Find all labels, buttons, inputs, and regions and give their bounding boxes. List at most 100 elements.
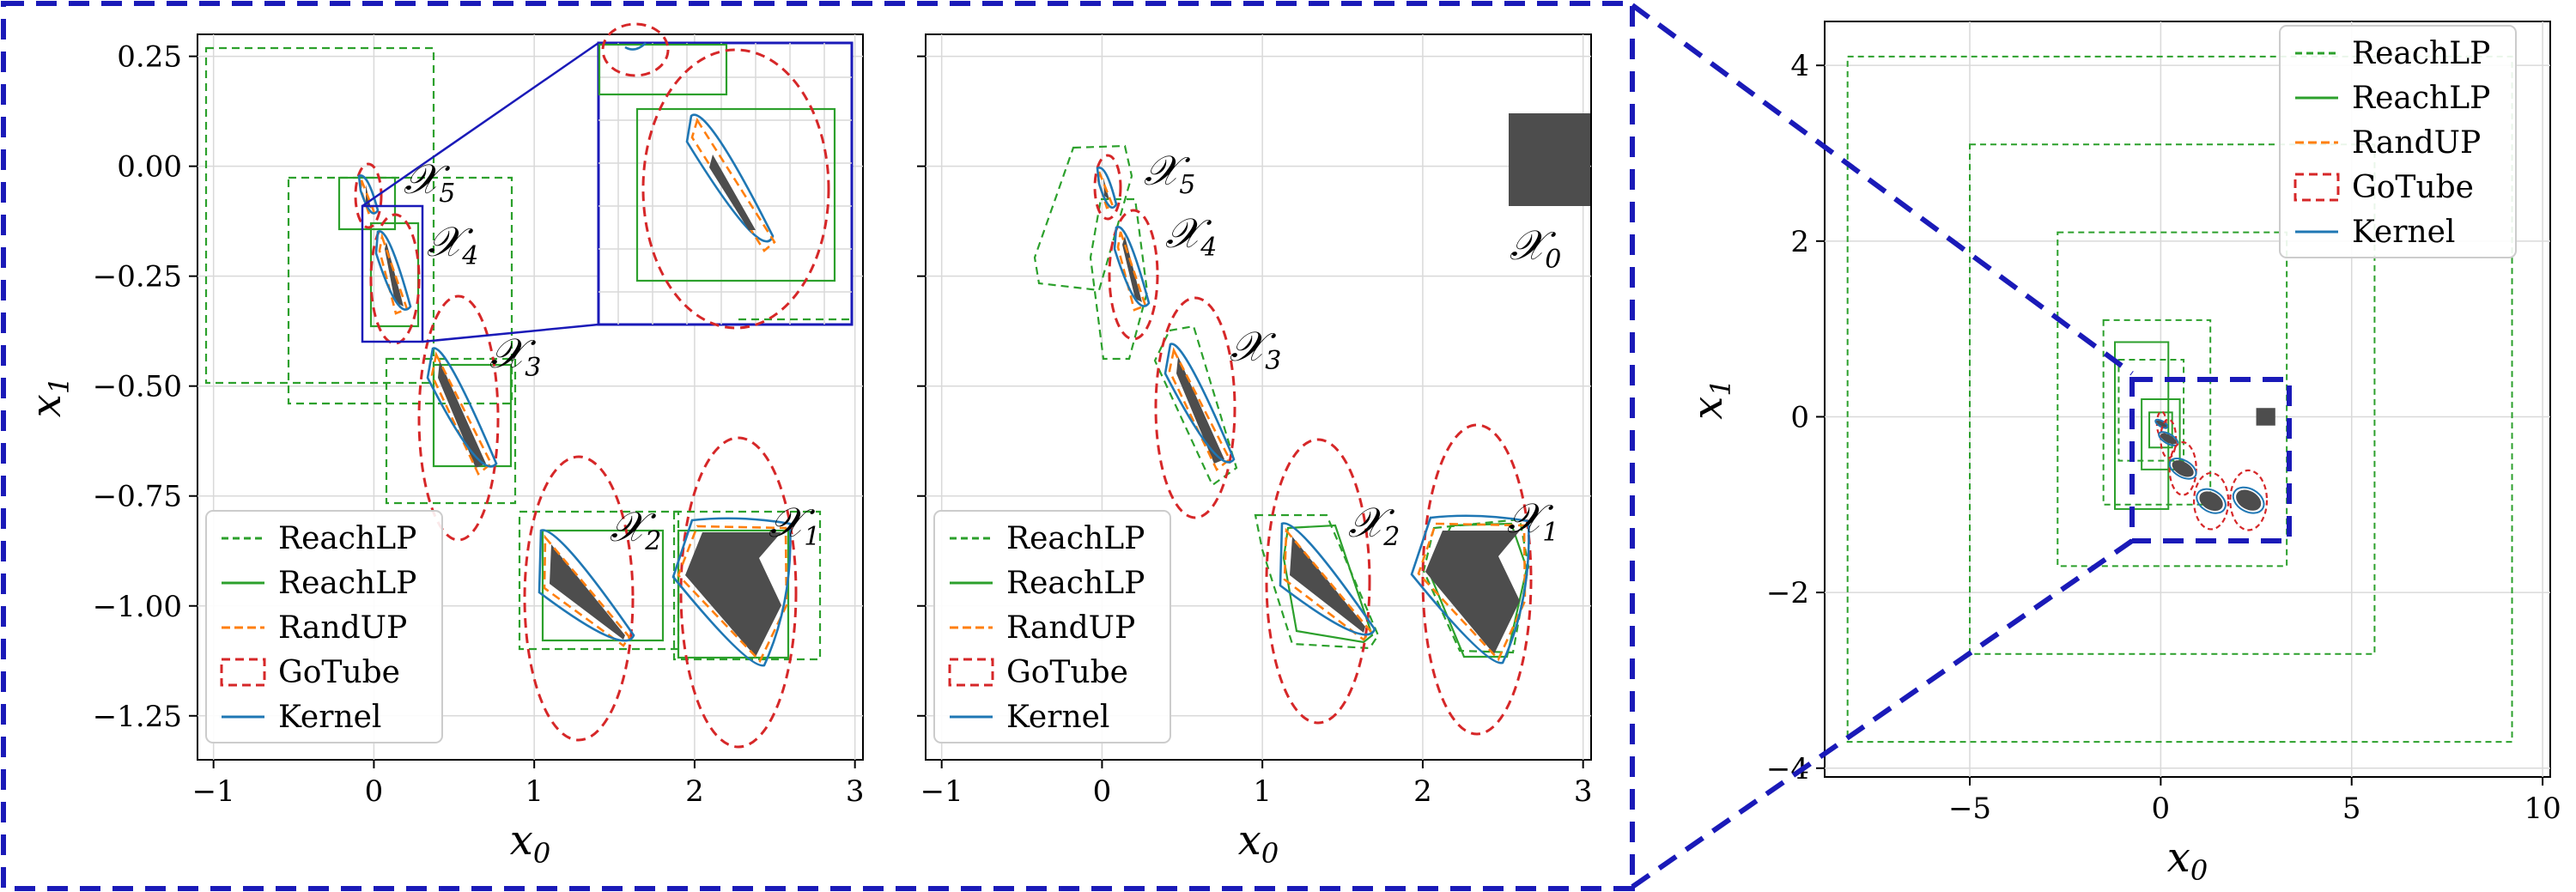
set-label-x4: 𝒳4 — [1165, 209, 1217, 263]
middle-panel: 𝒳5 𝒳4 𝒳3 𝒳2 𝒳1 𝒳0 ReachLPReachLPRandUPGo… — [917, 33, 1593, 870]
reachlp-solid-box — [2141, 398, 2181, 470]
legend-label: ReachLP — [278, 521, 416, 556]
reachlp-dashed-polygon-x4 — [1033, 144, 1133, 292]
legend-label: GoTube — [2352, 170, 2474, 205]
legend-label: Kernel — [278, 700, 381, 735]
x-tick-label: 10 — [2524, 792, 2561, 826]
y-tick-label: 2 — [1790, 225, 1809, 259]
reachlp-solid-box — [677, 529, 790, 659]
kernel-contour-mini — [2196, 488, 2227, 514]
reachable-set-x4 — [385, 242, 404, 306]
y-tick-label: 4 — [1790, 49, 1809, 83]
legend-box — [205, 510, 443, 743]
kernel-contour-x4 — [374, 230, 412, 311]
x-tick-label: 5 — [2342, 792, 2361, 826]
reachlp-box-1 — [1846, 55, 2513, 743]
inset-gotube-ellipse-x4 — [641, 48, 830, 330]
right-legend: ReachLP ReachLP RandUP GoTube Kernel — [2279, 25, 2517, 258]
kernel-contour-x2 — [538, 529, 635, 642]
x-tick-label: 0 — [1093, 774, 1112, 809]
set-label-x5: 𝒳5 — [1144, 147, 1195, 200]
randup-hull-x2 — [1283, 527, 1372, 641]
legend-swatch — [2293, 173, 2340, 202]
inset-connector-line — [361, 41, 599, 208]
x-tick-label: 2 — [1413, 774, 1432, 809]
reachlp-solid-box — [2114, 341, 2170, 510]
left-axes: −1 0 1 2 3 0.25 0.00 −0.25 −0.50 −0.75 −1.00 −1.25 x… — [22, 40, 864, 870]
kernel-contour-x2 — [1279, 522, 1376, 636]
y-axis-label: x1 — [22, 377, 76, 417]
kernel-contour-x3 — [426, 347, 498, 468]
inset-grid — [598, 43, 852, 325]
reachlp-dashed-polygon-x3b — [1153, 325, 1238, 487]
legend-label: GoTube — [1006, 655, 1128, 690]
reachable-set-x2 — [550, 544, 625, 640]
left-set-labels: 𝒳5 𝒳4 𝒳3 𝒳2 𝒳1 — [404, 155, 820, 556]
zoom-connector-top — [1631, 3, 2134, 376]
randup-hull-x4 — [378, 232, 409, 315]
x-tick-label: −1 — [920, 774, 963, 809]
inset-kernel-contour-x5 — [624, 42, 647, 51]
legend-label: RandUP — [278, 610, 407, 646]
legend-swatch — [220, 658, 266, 687]
zoom-annotation — [1, 1, 2292, 891]
inset-source-box — [361, 204, 424, 343]
inset-reachlp-solid-box — [598, 43, 728, 96]
kernel-contour-x5 — [1096, 167, 1118, 209]
legend-label: GoTube — [278, 655, 400, 690]
x-tick-label: 1 — [525, 774, 544, 809]
randup-hull-x3 — [430, 351, 493, 476]
legend-box — [933, 510, 1171, 743]
randup-hull-x2 — [543, 534, 631, 647]
x-tick-label: −5 — [1948, 792, 1991, 826]
inset-connector-line — [422, 323, 599, 343]
gotube-ellipse-mini — [2168, 441, 2197, 496]
x-axis-label: x0 — [2167, 834, 2208, 887]
gotube-ellipse-x5 — [1093, 154, 1122, 221]
x-tick-label: 3 — [1574, 774, 1593, 809]
x-tick-label: 0 — [365, 774, 384, 809]
randup-hull-x3 — [1168, 347, 1231, 472]
initial-set-x0 — [2256, 408, 2275, 426]
zoom-overview-box — [1, 1, 1635, 891]
kernel-contour-mini — [2154, 418, 2169, 429]
gotube-ellipse-x3 — [1154, 296, 1236, 519]
reachlp-dashed-box — [672, 510, 822, 661]
zoom-region-box — [2129, 377, 2292, 543]
legend-label: RandUP — [2352, 125, 2481, 161]
y-axis-label: x1 — [1684, 379, 1737, 419]
kernel-contour-x4 — [1113, 225, 1151, 307]
reachlp-box-2 — [1969, 143, 2376, 655]
reachlp-box-4 — [2102, 319, 2212, 506]
reachlp-box-5 — [2117, 358, 2185, 462]
x-tick-label: 1 — [1253, 774, 1272, 809]
y-tick-label: 0 — [1790, 400, 1809, 434]
inset-gotube-ellipse-x5 — [601, 22, 670, 77]
kernel-contour-x3 — [1163, 343, 1236, 464]
reachlp-solid-box — [337, 176, 397, 231]
gotube-ellipse-x4 — [1108, 209, 1159, 341]
gotube-ellipse-mini — [2229, 469, 2269, 531]
kernel-contour-mini — [2168, 457, 2197, 480]
reachlp-solid-box — [369, 221, 420, 328]
inset-zoom — [597, 22, 854, 330]
y-tick-label: −0.25 — [93, 260, 182, 294]
legend-box — [2279, 25, 2517, 258]
legend-label: ReachLP — [2352, 81, 2490, 116]
legend-swatch — [948, 658, 994, 687]
legend-label: ReachLP — [278, 566, 416, 601]
randup-hull-x1 — [1417, 522, 1527, 662]
gotube-ellipse-x1 — [679, 436, 798, 749]
gotube-ellipse-x5 — [354, 162, 383, 229]
reachable-set-x1 — [685, 532, 781, 657]
randup-hull-x4 — [1116, 231, 1147, 312]
reachlp-dashed-polygon-x3 — [1089, 197, 1149, 361]
middle-legend: ReachLP ReachLP RandUP GoTube Kernel — [933, 510, 1171, 743]
reachable-set-x3 — [438, 361, 486, 468]
randup-hull-x1 — [677, 525, 788, 664]
y-tick-label: −2 — [1766, 576, 1809, 610]
reachlp-dashed-box — [518, 510, 680, 651]
reachable-set-mini — [2236, 489, 2262, 511]
legend-label: RandUP — [1006, 610, 1135, 646]
